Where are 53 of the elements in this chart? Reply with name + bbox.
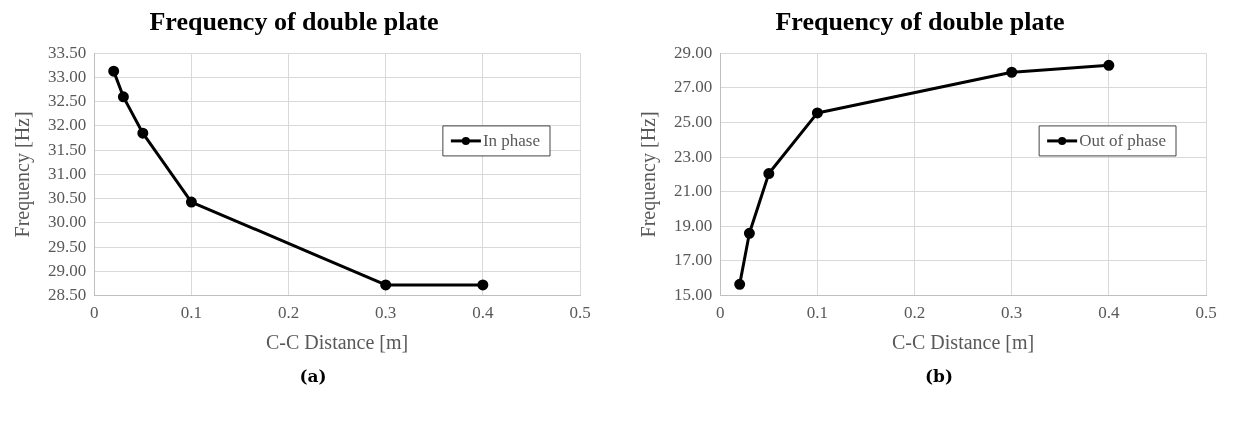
y-tick-label: 30.00 — [48, 212, 87, 232]
x-tick-label: 0.3 — [375, 303, 397, 323]
x-tick-label: 0.4 — [1098, 303, 1120, 323]
point — [477, 279, 489, 291]
y-axis-title: Frequency [Hz] — [637, 111, 661, 238]
chart-title: Frequency of double plate — [775, 7, 1065, 37]
point — [1006, 66, 1018, 78]
legend-label: Out of phase — [1079, 131, 1167, 151]
x-axis-title: C-C Distance [m] — [266, 331, 409, 354]
point — [185, 196, 197, 208]
text: (b) — [924, 366, 954, 386]
y-tick-label: 32.00 — [48, 115, 87, 135]
y-tick-label: 15.00 — [674, 285, 713, 305]
x-tick-label: 0.1 — [180, 303, 203, 323]
y-tick-label: 27.00 — [674, 77, 713, 97]
y-tick-label: 33.00 — [48, 66, 87, 86]
y-tick-label: 23.00 — [674, 146, 713, 166]
y-tick-label: 19.00 — [674, 215, 713, 235]
legend-label: In phase — [482, 131, 541, 151]
x-tick-label: 0 — [90, 303, 99, 323]
y-tick-label: 30.50 — [48, 188, 87, 208]
y-tick-label: 29.00 — [674, 42, 713, 62]
point — [763, 168, 775, 180]
x-tick-label: 0.4 — [472, 303, 494, 323]
point — [734, 278, 746, 290]
x-tick-label: 0.1 — [806, 303, 829, 323]
point — [117, 91, 129, 103]
y-tick-label: 28.50 — [48, 285, 87, 305]
point — [108, 65, 120, 77]
y-tick-label: 29.00 — [48, 260, 87, 280]
x-tick-label: 0.5 — [569, 303, 591, 323]
x-tick-label: 0.2 — [903, 303, 926, 323]
y-tick-label: 17.00 — [674, 250, 713, 270]
y-axis-title: Frequency [Hz] — [11, 111, 35, 238]
x-tick-label: 0.3 — [1001, 303, 1023, 323]
point — [811, 107, 823, 119]
point — [380, 279, 392, 291]
chart-title: Frequency of double plate — [149, 7, 439, 37]
y-tick-label: 33.50 — [48, 42, 87, 62]
x-tick-label: 0 — [716, 303, 725, 323]
point — [1103, 59, 1115, 71]
point — [137, 127, 149, 139]
x-axis-title: C-C Distance [m] — [892, 331, 1035, 354]
y-tick-label: 29.50 — [48, 236, 87, 256]
y-tick-label: 31.00 — [48, 163, 87, 183]
y-tick-label: 31.50 — [48, 139, 87, 159]
text: (a) — [298, 366, 328, 386]
x-tick-label: 0.2 — [277, 303, 300, 323]
x-tick-label: 0.5 — [1195, 303, 1217, 323]
y-tick-label: 32.50 — [48, 91, 87, 111]
y-tick-label: 25.00 — [674, 111, 713, 131]
y-tick-label: 21.00 — [674, 181, 713, 201]
point — [743, 227, 755, 239]
